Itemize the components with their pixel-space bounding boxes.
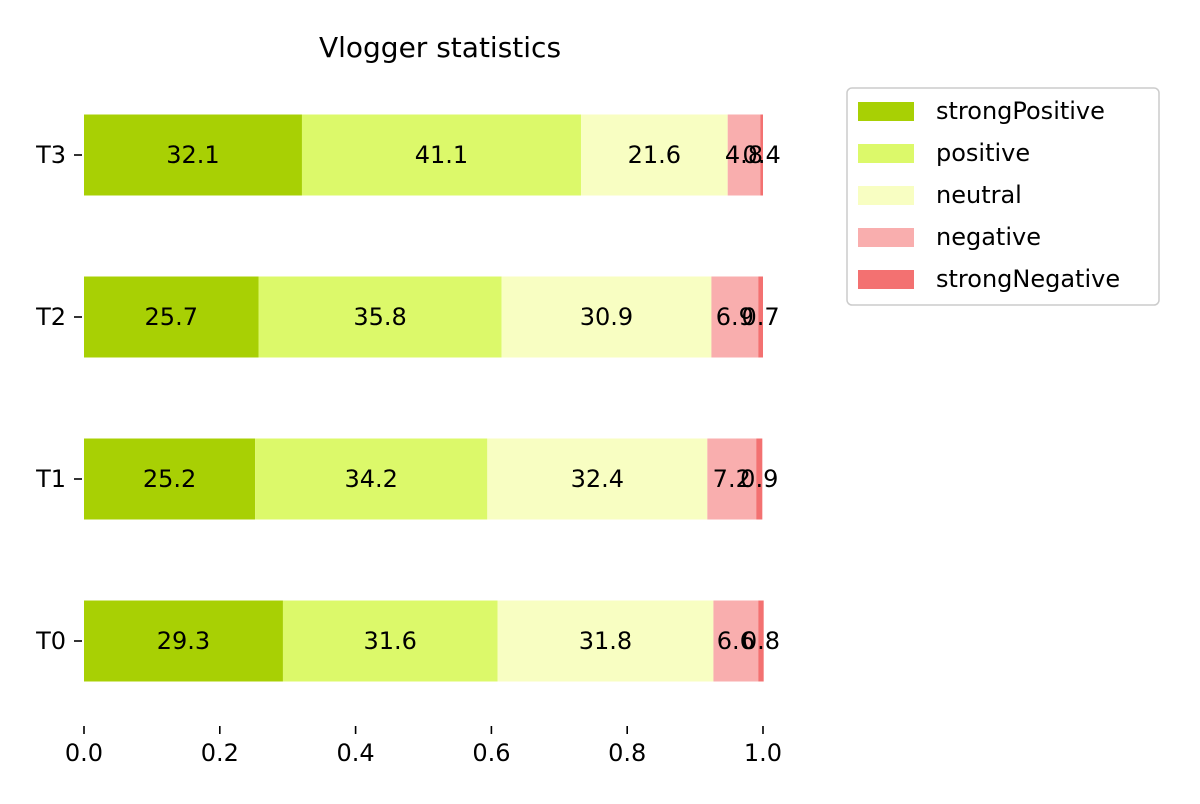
- bar-positive-T2: [258, 276, 502, 358]
- segment-label-strongPositive-T2: 25.7: [145, 303, 198, 331]
- bar-negative-T0: [713, 600, 759, 682]
- legend-swatch-strongNegative: [858, 270, 914, 289]
- y-axis: T0 T1 T2 T3: [35, 141, 82, 655]
- legend-swatch-negative: [858, 228, 914, 247]
- bar-positive-T3: [301, 114, 582, 196]
- segment-label-strongPositive-T3: 32.1: [166, 141, 219, 169]
- legend-label-strongNegative: strongNegative: [936, 265, 1120, 293]
- y-tick-label-T3: T3: [35, 141, 66, 169]
- segment-label-strongNegative-T0: 0.8: [742, 627, 780, 655]
- x-tick-label-1.0: 1.0: [744, 739, 782, 767]
- bar-negative-T1: [707, 438, 757, 520]
- segment-label-positive-T0: 31.6: [364, 627, 417, 655]
- segment-label-neutral-T3: 21.6: [628, 141, 681, 169]
- legend-label-strongPositive: strongPositive: [936, 97, 1105, 125]
- x-tick-label-0.2: 0.2: [201, 739, 239, 767]
- segment-labels-layer: 29.3 31.6 31.8 6.60.8 25.2 34.2 32.4 7.20.9 25.7…: [143, 141, 781, 655]
- segment-label-strongNegative-T1: 0.9: [740, 465, 778, 493]
- bar-negative-T3: [727, 114, 761, 196]
- bar-neutral-T3: [581, 114, 728, 196]
- legend-label-positive: positive: [936, 139, 1030, 167]
- bar-neutral-T1: [487, 438, 708, 520]
- x-tick-label-0.0: 0.0: [65, 739, 103, 767]
- y-tick-label-T0: T0: [35, 627, 66, 655]
- segment-label-strongPositive-T1: 25.2: [143, 465, 196, 493]
- legend-swatch-positive: [858, 144, 914, 163]
- bar-strongPositive-T3: [84, 114, 302, 196]
- segment-label-positive-T2: 35.8: [353, 303, 406, 331]
- bar-neutral-T2: [501, 276, 712, 358]
- segment-label-negative-T2: 6.9: [716, 303, 754, 331]
- chart-title: Vlogger statistics: [319, 31, 561, 64]
- segment-label-positive-T1: 34.2: [344, 465, 397, 493]
- bar-strongNegative-T0: [758, 600, 764, 682]
- bar-strongNegative-T1: [756, 438, 763, 520]
- bar-positive-T1: [255, 438, 488, 520]
- segment-label-strongNegative-T3: 0.4: [743, 141, 781, 169]
- x-tick-label-0.4: 0.4: [337, 739, 375, 767]
- x-tick-label-0.8: 0.8: [608, 739, 646, 767]
- segment-label-neutral-T0: 31.8: [579, 627, 632, 655]
- bar-strongNegative-T3: [760, 114, 763, 196]
- segment-label-neutral-T2: 30.9: [580, 303, 633, 331]
- bars-layer: [84, 114, 764, 682]
- bar-strongPositive-T2: [84, 276, 259, 358]
- bar-positive-T0: [282, 600, 498, 682]
- y-tick-label-T2: T2: [35, 303, 66, 331]
- x-tick-label-0.6: 0.6: [472, 739, 510, 767]
- legend-swatch-strongPositive: [858, 102, 914, 121]
- y-tick-label-T1: T1: [35, 465, 66, 493]
- segment-label-negative-T0: 6.6: [717, 627, 755, 655]
- segment-label-positive-T3: 41.1: [415, 141, 468, 169]
- segment-label-strongNegative-T2: 0.7: [742, 303, 780, 331]
- bar-strongPositive-T0: [84, 600, 283, 682]
- segment-label-negative-T1: 7.2: [713, 465, 751, 493]
- legend: strongPositive positive neutral negative str…: [846, 87, 1160, 306]
- legend-swatch-neutral: [858, 186, 914, 205]
- segment-label-neutral-T1: 32.4: [571, 465, 624, 493]
- x-axis: 0.0 0.2 0.4 0.6 0.8 1.0: [65, 726, 782, 767]
- legend-label-neutral: neutral: [936, 181, 1022, 209]
- legend-label-negative: negative: [936, 223, 1041, 251]
- segment-label-strongPositive-T0: 29.3: [157, 627, 210, 655]
- bar-strongNegative-T2: [758, 276, 763, 358]
- bar-neutral-T0: [497, 600, 714, 682]
- segment-label-negative-T3: 4.8: [725, 141, 763, 169]
- bar-strongPositive-T1: [84, 438, 256, 520]
- legend-frame: [846, 87, 1160, 306]
- bar-negative-T2: [711, 276, 759, 358]
